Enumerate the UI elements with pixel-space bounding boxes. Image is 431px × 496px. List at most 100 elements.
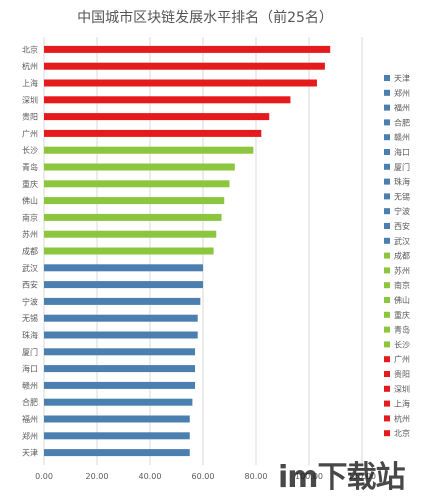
category-label: 厦门 [22,347,38,357]
legend-swatch [384,104,390,111]
legend-swatch [384,163,390,170]
category-label: 郑州 [22,431,38,441]
legend-swatch [384,75,390,81]
legend-swatch [384,178,390,185]
chart-title: 中国城市区块链发展水平排名（前25名） [77,9,333,26]
category-label: 无锡 [22,314,38,323]
legend-swatch [384,267,390,274]
category-label: 珠海 [22,330,38,340]
legend-label: 赣州 [394,132,410,142]
legend-label: 青岛 [394,325,410,335]
legend-swatch [384,356,390,363]
x-tick-label: 20.00 [86,472,109,481]
category-label: 天津 [22,448,38,458]
category-label: 海口 [22,364,38,374]
bar-上海 [44,79,317,87]
bar-苏州 [44,230,217,238]
category-label: 合肥 [22,397,38,407]
bar-杭州 [44,62,325,70]
category-label: 成都 [22,246,38,256]
x-tick-label: 80.00 [245,472,268,481]
category-label: 北京 [22,44,38,54]
bar-宁波 [44,297,201,305]
legend-swatch [384,149,390,155]
category-label: 重庆 [22,179,38,189]
bar-合肥 [44,398,193,406]
bar-佛山 [44,197,225,205]
bar-厦门 [44,348,196,356]
legend-label: 重庆 [394,310,410,320]
legend-label: 北京 [394,428,410,438]
bar-武汉 [44,264,203,272]
legend-swatch [384,385,390,392]
legend-label: 贵阳 [394,369,410,379]
bar-北京 [44,45,331,53]
legend-swatch [384,297,390,303]
category-label: 上海 [22,78,38,88]
legend-swatch [384,252,390,259]
watermark-text: im下载站 [278,460,406,495]
category-label: 广州 [22,128,38,138]
category-label: 贵阳 [22,112,38,122]
bar-海口 [44,365,196,373]
bar-青岛 [44,163,235,171]
bar-无锡 [44,314,198,322]
legend: 天津郑州福州合肥赣州海口厦门珠海无锡宁波西安武汉成都苏州南京佛山重庆青岛长沙广州… [384,73,410,438]
legend-label: 珠海 [394,177,410,187]
legend-label: 无锡 [394,192,410,201]
bar-珠海 [44,331,198,339]
category-label: 宁波 [22,296,38,306]
legend-swatch [384,193,390,200]
legend-label: 成都 [394,251,410,261]
legend-swatch [384,119,390,126]
x-tick-label: 0.00 [35,472,53,481]
x-tick-label: 60.00 [192,472,215,481]
legend-swatch [384,430,390,437]
bar-长沙 [44,146,254,154]
legend-label: 长沙 [394,339,410,349]
legend-label: 海口 [394,147,410,157]
legend-swatch [384,223,390,229]
legend-swatch [384,326,390,333]
bar-西安 [44,281,203,289]
category-label: 青岛 [22,162,38,172]
category-label: 苏州 [22,229,38,239]
legend-label: 郑州 [394,88,410,98]
legend-label: 佛山 [394,295,410,305]
x-tick-label: 100.00 [295,472,323,481]
bar-重庆 [44,180,230,188]
legend-label: 苏州 [394,265,410,275]
legend-label: 南京 [394,280,410,290]
bar-贵阳 [44,113,270,121]
category-label: 佛山 [22,196,38,206]
legend-label: 西安 [394,221,410,231]
legend-swatch [384,134,390,141]
bar-天津 [44,449,190,457]
category-label: 长沙 [22,145,38,155]
legend-swatch [384,400,390,407]
x-tick-label: 40.00 [139,472,162,481]
legend-swatch [384,89,390,96]
legend-label: 武汉 [394,236,410,246]
category-label: 南京 [22,212,38,222]
bar-深圳 [44,96,291,104]
bar-广州 [44,129,262,137]
legend-swatch [384,371,390,377]
legend-label: 广州 [394,354,410,364]
legend-label: 天津 [394,73,410,83]
legend-label: 上海 [394,399,410,409]
category-labels: 北京杭州上海深圳贵阳广州长沙青岛重庆佛山南京苏州成都武汉西安宁波无锡珠海厦门海口… [22,44,38,457]
legend-label: 杭州 [394,413,410,423]
bar-福州 [44,415,190,423]
category-label: 杭州 [22,61,38,71]
legend-swatch [384,341,390,348]
bar-成都 [44,247,214,255]
legend-swatch [384,311,390,318]
category-label: 武汉 [22,263,38,273]
legend-swatch [384,237,390,244]
category-label: 赣州 [22,380,38,390]
category-label: 深圳 [22,95,38,105]
legend-label: 宁波 [394,206,410,216]
